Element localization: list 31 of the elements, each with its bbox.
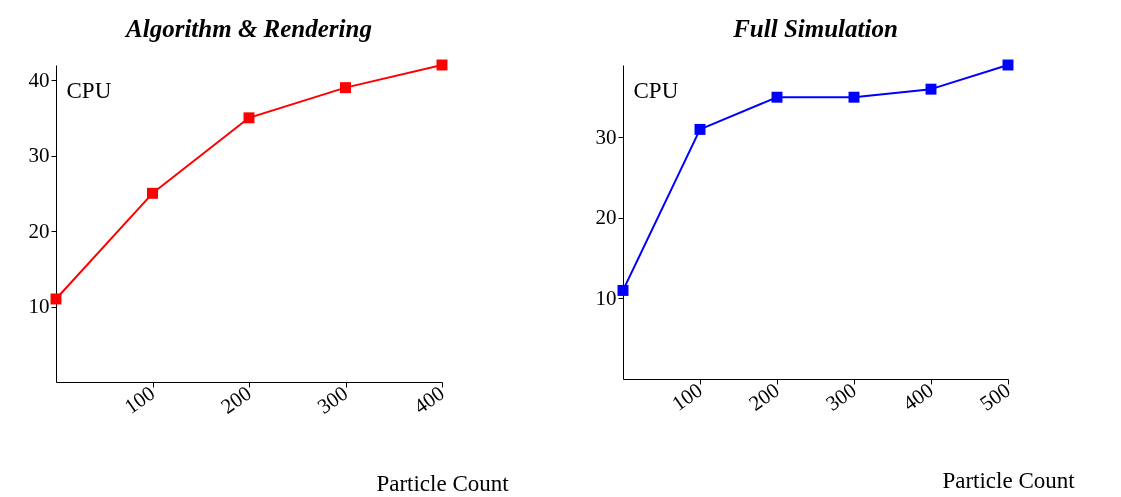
chart-title: Algorithm & Rendering <box>124 14 372 42</box>
point <box>50 293 62 305</box>
point <box>340 82 351 94</box>
y-axis-title: CPU <box>633 77 679 103</box>
x-tick-label: 100 <box>119 380 160 419</box>
x-tick-label: 100 <box>667 377 707 416</box>
x-tick-label: 200 <box>744 377 784 416</box>
point <box>771 91 783 103</box>
x-axis-title: Particle Count <box>942 467 1076 493</box>
x-axis-title: Particle Count <box>376 470 510 496</box>
y-tick-label: 20 <box>595 205 617 230</box>
x-tick-label: 400 <box>409 380 449 419</box>
y-axis-title: CPU <box>66 77 112 103</box>
point <box>694 123 706 135</box>
point <box>147 187 158 199</box>
x-tick-label: 200 <box>216 380 256 419</box>
point <box>925 83 937 95</box>
y-tick-label: 40 <box>28 67 50 92</box>
y-tick-label: 30 <box>595 124 617 149</box>
y-tick-label: 30 <box>28 143 50 168</box>
x-tick-label: 500 <box>975 377 1015 416</box>
y-tick-label: 20 <box>28 218 50 243</box>
point <box>243 112 255 124</box>
x-tick-label: 400 <box>898 377 938 416</box>
x-tick-label: 300 <box>821 377 861 416</box>
y-tick-label: 10 <box>595 285 617 310</box>
point <box>848 91 860 103</box>
y-tick-label: 10 <box>28 294 50 319</box>
point <box>617 284 629 296</box>
chart-title: Full Simulation <box>732 14 898 42</box>
x-tick-label: 300 <box>312 380 353 419</box>
